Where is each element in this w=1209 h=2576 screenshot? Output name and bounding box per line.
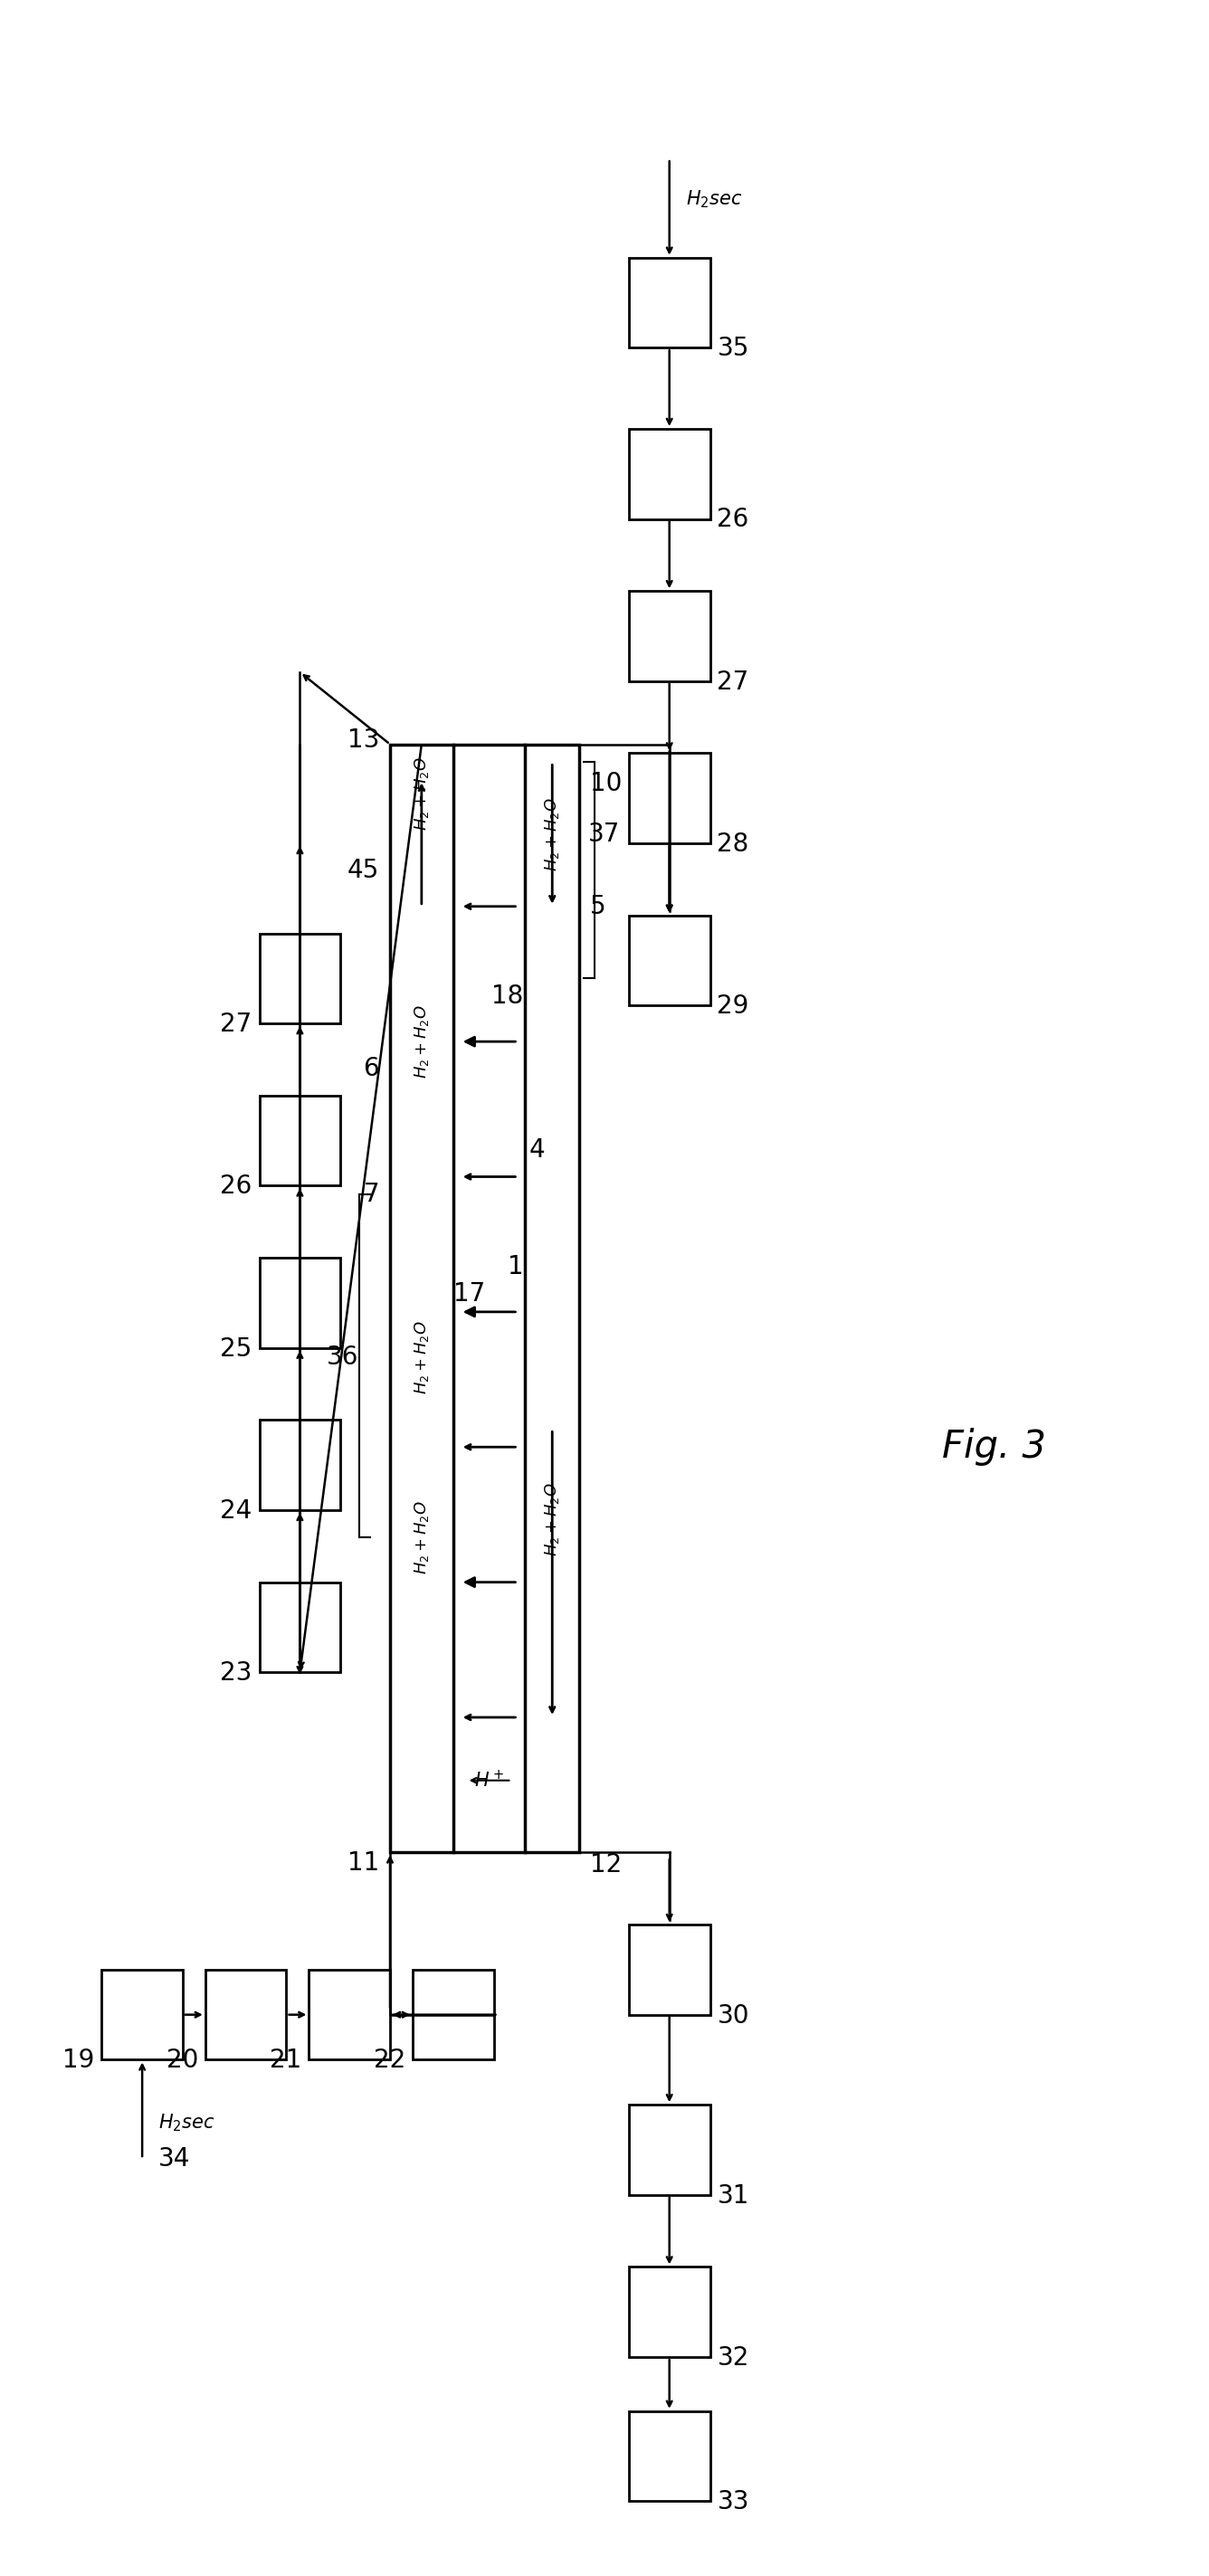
Bar — [260, 1582, 341, 1672]
Bar — [102, 1971, 183, 2061]
Text: 31: 31 — [717, 2182, 750, 2208]
Text: $H_2+H_2O$: $H_2+H_2O$ — [412, 1319, 430, 1394]
Bar — [629, 590, 710, 680]
Text: 26: 26 — [220, 1175, 253, 1200]
Text: 20: 20 — [166, 2048, 198, 2074]
Bar — [260, 1095, 341, 1185]
Bar — [206, 1971, 287, 2061]
Text: 36: 36 — [326, 1345, 359, 1370]
Text: 6: 6 — [363, 1056, 380, 1082]
Text: $H_2+H_2O$: $H_2+H_2O$ — [412, 1005, 430, 1079]
Text: 12: 12 — [590, 1852, 621, 1878]
Text: 35: 35 — [717, 335, 750, 361]
Text: 4: 4 — [528, 1136, 545, 1162]
Text: 27: 27 — [717, 670, 750, 696]
Text: 26: 26 — [717, 507, 750, 533]
Bar — [629, 1924, 710, 2014]
Bar — [412, 1971, 493, 2061]
Text: $H_2+H_2O$: $H_2+H_2O$ — [543, 1481, 561, 1556]
Bar — [310, 1971, 391, 2061]
Bar — [391, 744, 579, 1852]
Text: Fig. 3: Fig. 3 — [942, 1427, 1046, 1466]
Text: 37: 37 — [589, 822, 620, 848]
Text: 21: 21 — [270, 2048, 302, 2074]
Text: $H_2+H_2O$: $H_2+H_2O$ — [543, 799, 561, 871]
Text: 29: 29 — [717, 994, 750, 1020]
Text: $H_2+H_2O$: $H_2+H_2O$ — [412, 1499, 430, 1574]
Text: 7: 7 — [363, 1182, 380, 1208]
Text: 11: 11 — [347, 1850, 380, 1875]
Text: 13: 13 — [347, 729, 380, 752]
Text: $H^+$: $H^+$ — [474, 1770, 504, 1790]
Text: 10: 10 — [590, 770, 623, 796]
Bar — [260, 1257, 341, 1347]
Text: $H_2+H_2O$: $H_2+H_2O$ — [412, 757, 430, 829]
Text: 30: 30 — [717, 2004, 750, 2027]
Text: 17: 17 — [453, 1280, 485, 1306]
Bar — [629, 258, 710, 348]
Bar — [260, 1419, 341, 1510]
Text: 33: 33 — [717, 2488, 750, 2514]
Text: 22: 22 — [374, 2048, 405, 2074]
Bar — [260, 933, 341, 1023]
Bar — [629, 752, 710, 842]
Bar — [629, 2411, 710, 2501]
Text: 27: 27 — [220, 1012, 253, 1038]
Bar — [629, 914, 710, 1005]
Text: 23: 23 — [220, 1662, 253, 1685]
Text: 18: 18 — [492, 984, 523, 1010]
Text: 24: 24 — [220, 1499, 253, 1522]
Text: 5: 5 — [590, 894, 606, 920]
Text: $H_2sec$: $H_2sec$ — [686, 188, 742, 209]
Text: $H_2sec$: $H_2sec$ — [158, 2112, 215, 2133]
Bar — [629, 428, 710, 518]
Text: 34: 34 — [158, 2146, 191, 2172]
Bar — [629, 2105, 710, 2195]
Text: 45: 45 — [347, 858, 380, 884]
Text: 32: 32 — [717, 2344, 750, 2370]
Text: 1: 1 — [508, 1255, 523, 1280]
Text: 25: 25 — [220, 1337, 253, 1363]
Bar — [629, 2267, 710, 2357]
Text: 28: 28 — [717, 832, 750, 858]
Text: 19: 19 — [63, 2048, 94, 2074]
